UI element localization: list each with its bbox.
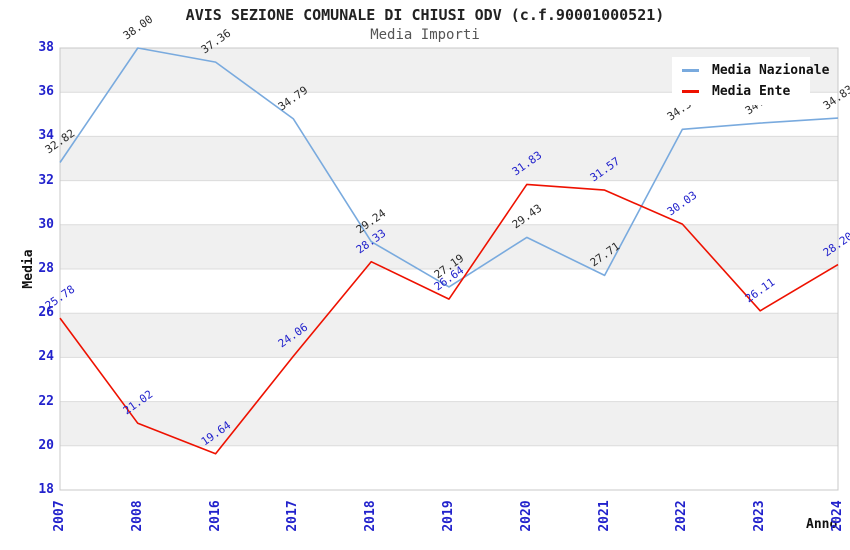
data-label-media-nazionale: 34.83: [820, 82, 850, 113]
series-line-media-nazionale: [59, 47, 839, 288]
x-tick-label: 2021: [596, 500, 612, 532]
x-tick-label: 2022: [674, 500, 690, 532]
data-label-media-ente: 19.64: [198, 418, 233, 449]
data-label-media-nazionale: 29.43: [509, 202, 545, 232]
chart-title: AVIS SEZIONE COMUNALE DI CHIUSI ODV (c.f…: [185, 6, 665, 24]
chart-subtitle: Media Importi: [370, 27, 480, 43]
x-axis-title: Anno: [806, 517, 838, 532]
y-tick-label: 36: [38, 84, 54, 100]
x-tick-label: 2007: [52, 500, 67, 532]
data-label-media-nazionale: 38.00: [120, 12, 156, 43]
y-tick-label: 22: [38, 393, 54, 409]
data-label-media-ente: 28.20: [820, 229, 850, 259]
legend-item-media-ente: Media Ente: [672, 82, 810, 102]
legend-label: Media Nazionale: [712, 62, 830, 78]
data-label-media-ente: 26.11: [742, 275, 778, 306]
plot-border: [59, 47, 839, 491]
grid-band: [60, 224, 838, 269]
grid-band: [60, 313, 838, 358]
x-tick-label: 2023: [752, 500, 768, 532]
x-tick-label: 2024: [830, 500, 845, 532]
x-tick-label: 2016: [207, 500, 223, 532]
data-label-media-ente: 24.06: [276, 320, 311, 351]
y-tick-label: 30: [38, 216, 54, 232]
data-label-media-nazionale: 37.36: [198, 26, 233, 57]
grid-band: [60, 401, 838, 446]
legend: Media Nazionale Media Ente: [672, 57, 829, 105]
y-tick-label: 34: [38, 128, 54, 144]
y-tick-label: 24: [38, 349, 54, 365]
grid-band: [60, 136, 838, 181]
data-label-media-ente: 30.03: [665, 188, 700, 219]
x-tick-label: 2008: [129, 500, 145, 532]
data-label-media-ente: 25.78: [42, 282, 78, 313]
data-label-media-nazionale: 34.79: [276, 83, 311, 114]
media-nazionale-line-icon: [682, 68, 699, 72]
x-tick-label: 2018: [363, 500, 379, 532]
data-label-media-ente: 21.02: [120, 387, 156, 418]
y-tick-label: 20: [38, 437, 54, 453]
y-tick-label: 32: [38, 172, 54, 188]
data-label-media-ente: 31.57: [587, 154, 622, 185]
x-tick-label: 2019: [441, 500, 456, 532]
data-label-media-ente: 31.83: [509, 149, 545, 179]
media-ente-line-icon: [682, 90, 699, 94]
x-tick-label: 2020: [518, 500, 534, 532]
legend-label: Media Ente: [712, 84, 791, 100]
y-tick-label: 38: [38, 40, 54, 55]
data-label-media-nazionale: 27.71: [587, 240, 622, 270]
y-tick-label: 18: [38, 482, 54, 497]
y-tick-label: 28: [38, 261, 54, 276]
y-tick-label: 26: [38, 305, 54, 321]
series-line-media-ente: [59, 183, 839, 455]
x-tick-label: 2017: [285, 500, 301, 532]
legend-item-media-nazionale: Media Nazionale: [672, 60, 829, 80]
